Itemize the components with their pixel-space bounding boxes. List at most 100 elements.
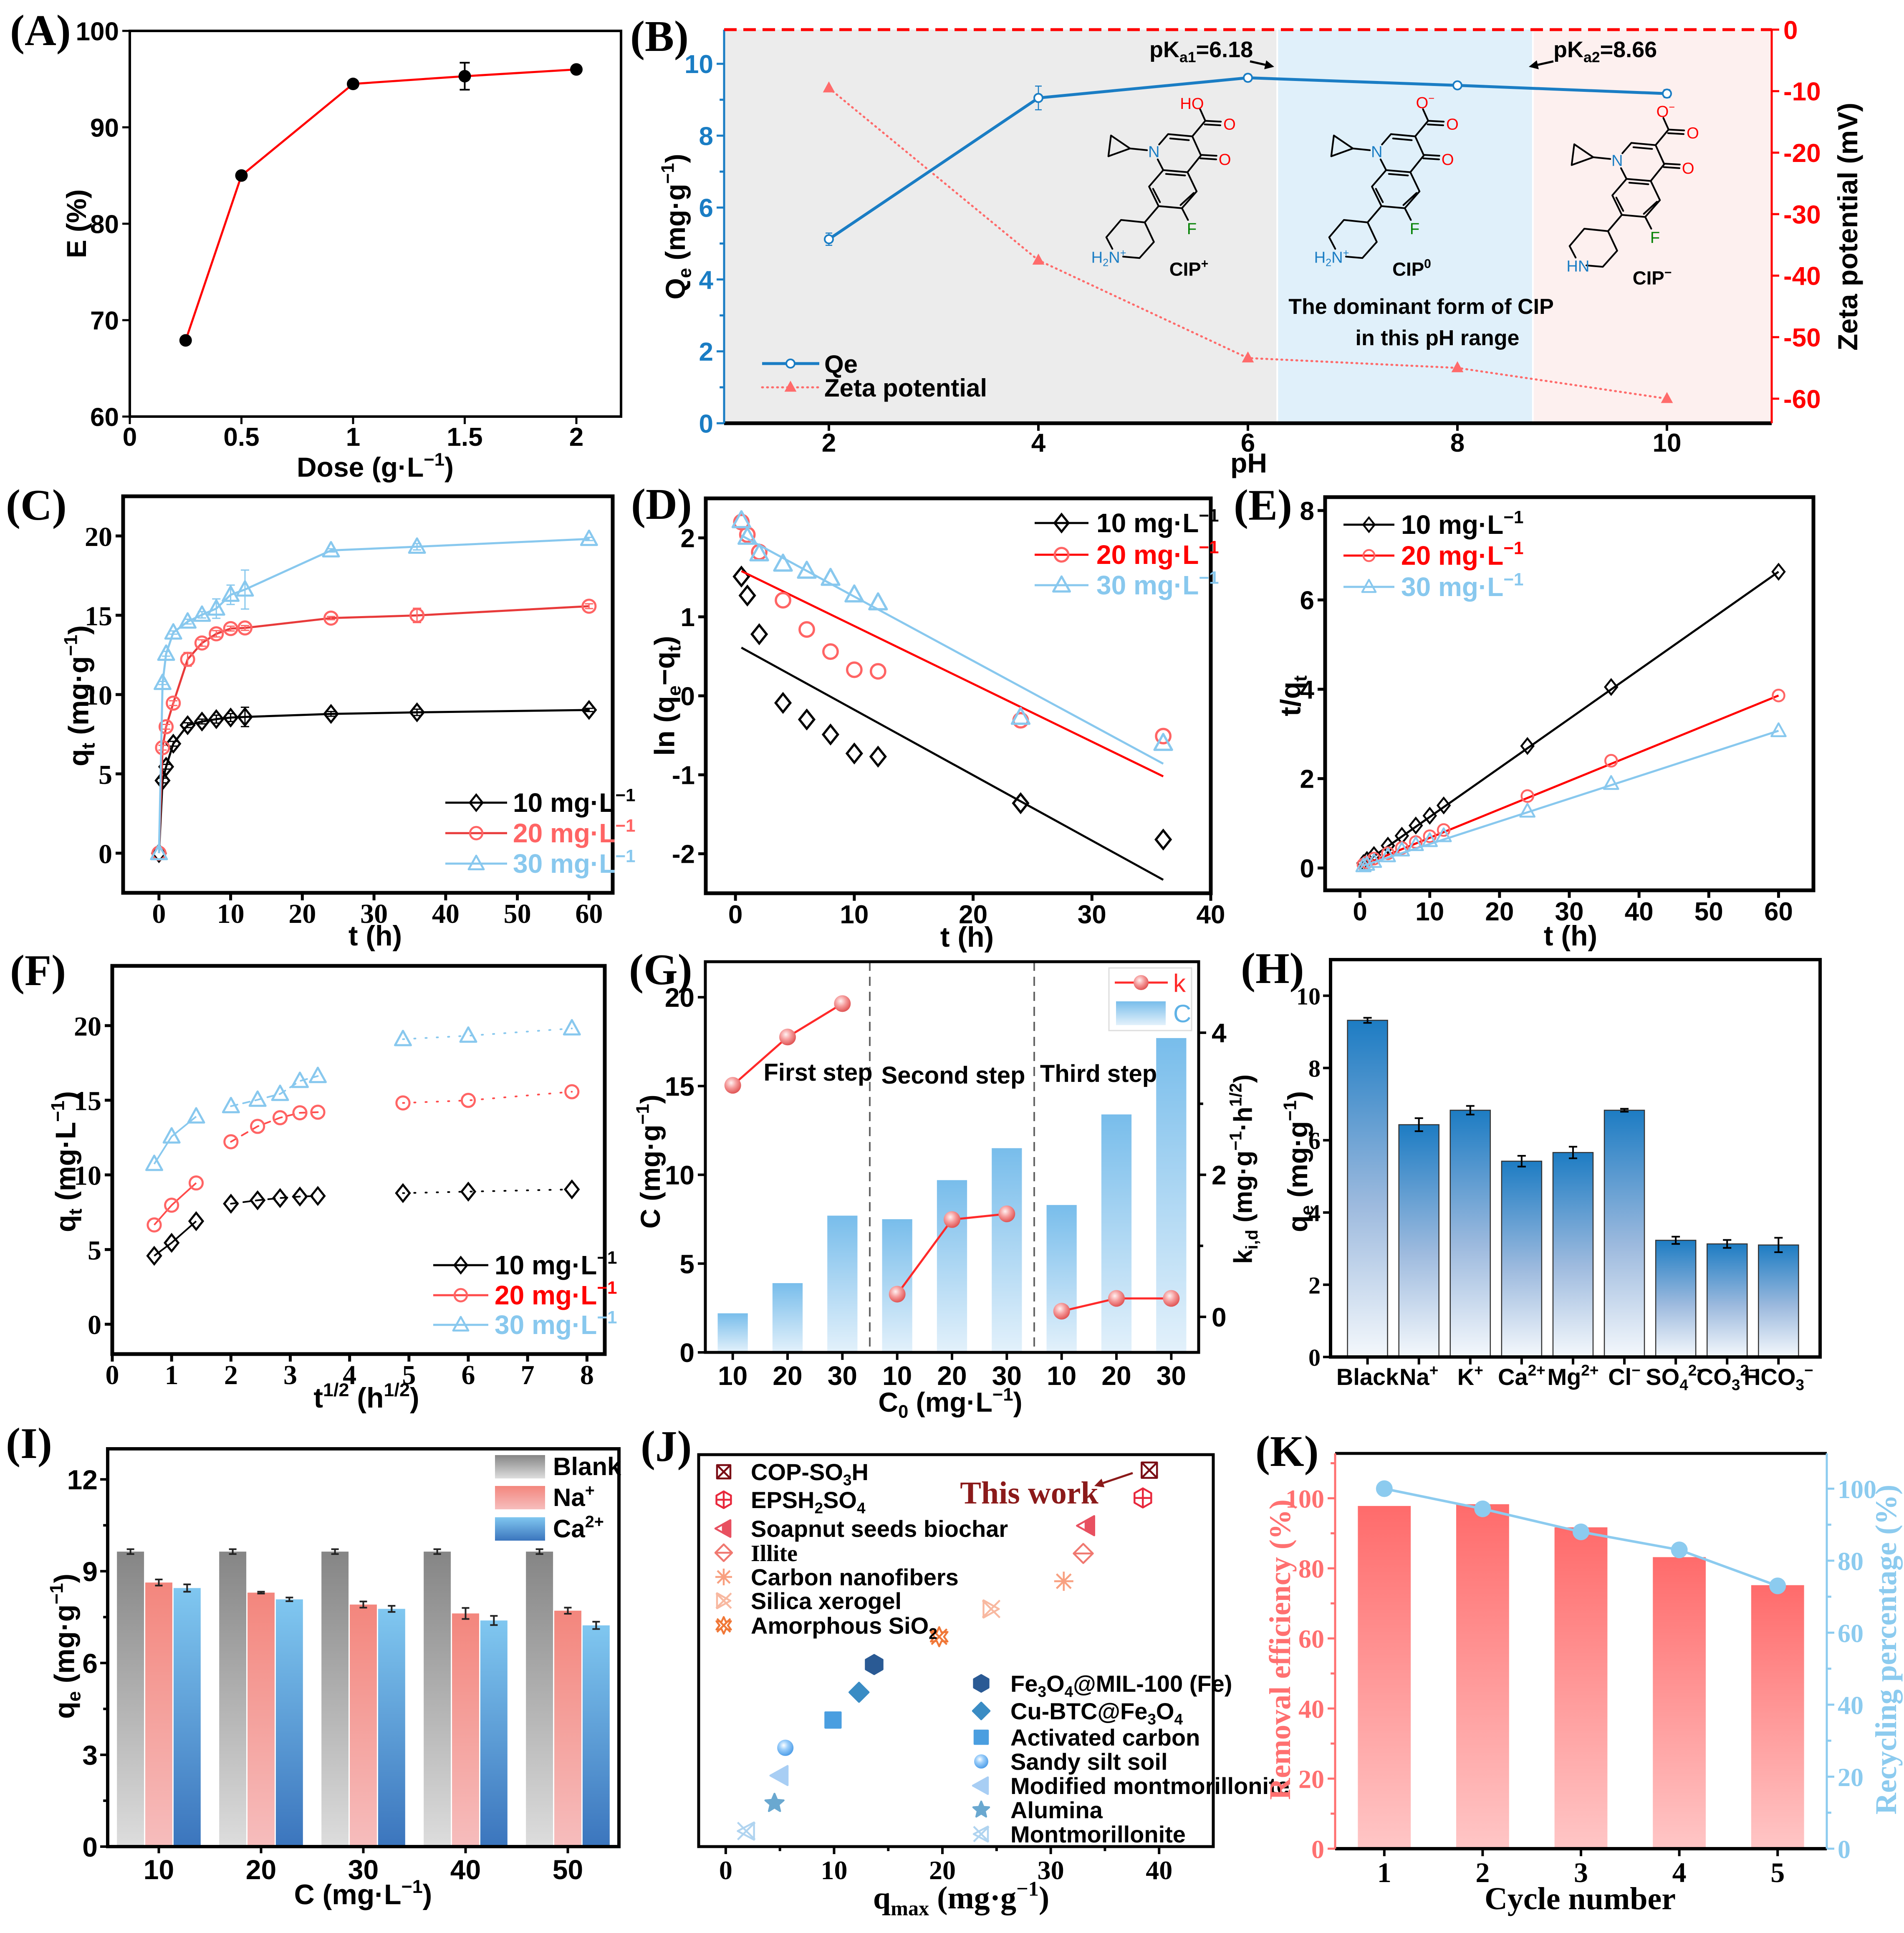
x-tick-label: 4 [1672,1857,1687,1888]
data-point [1423,829,1437,843]
panel-label: (I) [6,1419,52,1468]
qe-point [1662,88,1672,99]
x-tick-label: 30 [348,1854,379,1885]
ring-nitrogen-label: N [1611,152,1623,169]
superscript: −1 [615,785,635,805]
legend-marker [714,1543,733,1562]
data-point [459,1026,477,1043]
y-tick-label: 60 [1298,1625,1324,1654]
error-bar [1774,1237,1783,1253]
recycling-point [1573,1524,1589,1541]
text-segment: 30 mg·L [1096,570,1199,600]
x-tick-label: 30 [1555,897,1584,926]
superscript: −1 [1199,505,1219,525]
error-bar [155,1579,163,1587]
x-tick-label: 30 [1157,1361,1186,1391]
superscript: −1 [658,163,678,184]
data-point [164,1198,179,1213]
subscript: 2 [1103,257,1109,269]
fit-line [741,570,1164,778]
comparison-point [1134,1487,1152,1508]
pka2-arrow-head [1529,60,1539,70]
c-bar [827,1215,858,1352]
data-point [1394,841,1410,857]
data-point [732,565,750,588]
concentration-bar [582,1625,610,1847]
text-segment: (mg·g [1282,1121,1313,1205]
data-point [1155,728,1172,745]
superscript: −1 [47,1101,68,1122]
superscript: −1 [597,1248,617,1267]
y-tick-label: 15 [85,601,112,632]
k-point [944,1211,960,1228]
y-tick-label: 12 [67,1464,98,1495]
error-bar [592,1621,600,1630]
x-tick-label: 0 [728,900,742,929]
data-point [845,742,864,765]
marker-shape [848,1682,870,1703]
this-work-annotation: This work [960,1476,1098,1511]
legend-marker [974,1754,988,1769]
error-bar [158,745,167,751]
recycling-point [1769,1577,1786,1594]
superscript: 0 [1424,257,1431,271]
fluorine-label: F [1410,220,1419,238]
data-point [460,1093,476,1108]
marker-shape [1073,1543,1094,1564]
y-tick-label: 2 [1300,765,1314,794]
x-axis-title: pH [1230,447,1267,478]
text-segment: (mg·L [908,1387,992,1418]
x-axis-title: t1/2 (h1/2) [313,1379,419,1414]
y-axis-title: qt (mg·g−1) [60,625,98,766]
marker-shape [982,1599,1000,1619]
marker-shape [715,1616,732,1635]
x-tick-label: 40 [432,899,460,929]
error-bar [1568,1146,1577,1159]
y-tick-label: 8 [699,122,713,151]
carboxyl-oxygen-label: O− [1416,93,1434,112]
x-tick-label: 2 [569,423,583,452]
y-axis-title: E (%) [61,190,92,258]
legend-c-swatch [1116,1001,1166,1025]
fit-line [1363,730,1779,867]
error-bar [183,722,192,728]
superscript: −1 [1199,537,1219,557]
text-segment: q [50,1215,81,1232]
qe-point [824,234,834,245]
marker-shape [972,1825,989,1843]
legend-label: Na+ [553,1481,595,1511]
ion-bar [1449,1109,1491,1358]
data-point [394,1030,412,1046]
text-segment: Ca [1498,1364,1528,1390]
pka1-annotation: pKa1=6.18 [1149,37,1253,66]
error-bar [433,1548,441,1555]
x-tick-label: Black [1336,1364,1399,1390]
data-point [1603,775,1619,790]
y-tick-label: 40 [1298,1695,1324,1724]
panel-label: (J) [641,1422,692,1471]
y-tick-label: 2 [699,338,713,366]
x-tick-label: 6 [1241,429,1255,457]
carbonyl-oxygen-label: O [1223,116,1236,134]
data-point [564,1084,580,1099]
data-point [194,711,210,732]
data-point [1381,846,1395,860]
molecule-bonds [1328,108,1445,259]
error-bar [162,723,171,730]
concentration-bar [350,1605,377,1847]
subscript: 4 [857,1499,866,1516]
y-tick-label: 0 [88,1310,101,1340]
comparison-point [764,1793,785,1812]
data-point [155,740,170,756]
error-bar [197,718,206,725]
y-axis-title: qe (mg·g−1) [45,1574,84,1719]
legend-label: Soapnut seeds biochar [751,1516,1008,1542]
superscript: −1 [1503,538,1523,558]
y-axis-title: qt (mg·L−1) [47,1091,86,1232]
superscript: + [1201,257,1209,271]
data-point [236,580,254,597]
removal-efficiency-bar [1554,1527,1608,1849]
data-point [460,1181,477,1202]
error-bar [240,569,249,610]
